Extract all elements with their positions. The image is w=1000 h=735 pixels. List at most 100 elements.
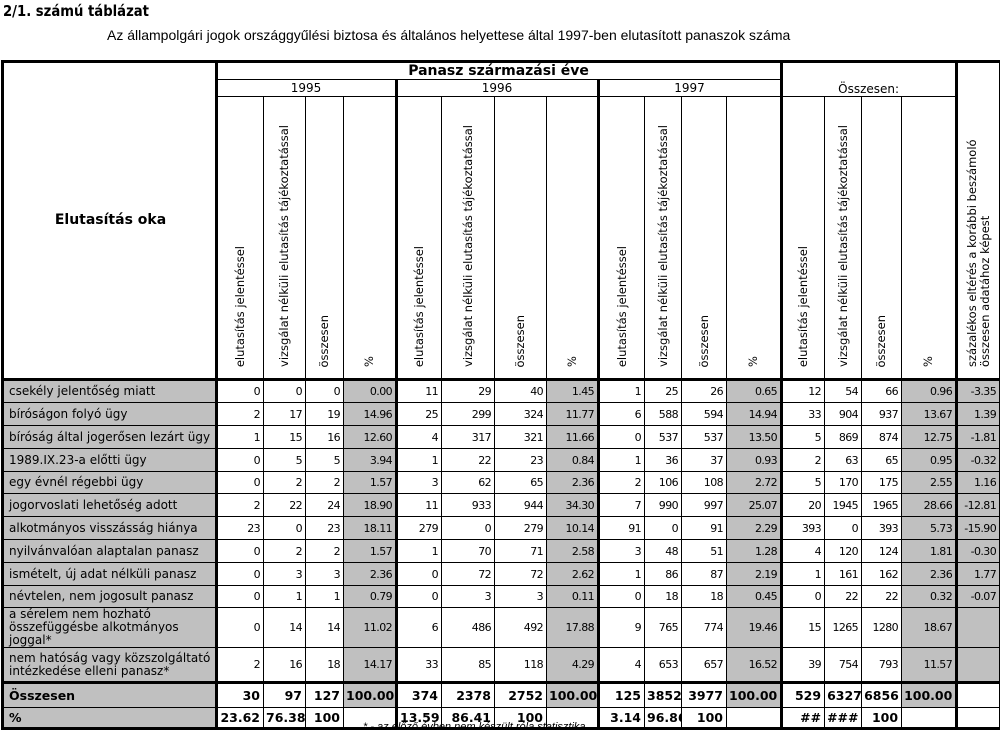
table-cell: 28.66 — [901, 493, 958, 517]
row-label: jogorvoslati lehetőség adott — [1, 493, 217, 517]
table-cell: 6327 — [824, 681, 863, 708]
table-cell: 11.02 — [343, 607, 397, 648]
table-cell: 0.84 — [546, 448, 599, 472]
table-cell: 7 — [597, 493, 645, 517]
row-label: Összesen — [1, 681, 217, 708]
table-cell: -1.81 — [955, 425, 1000, 449]
table-cell: 100 — [305, 707, 344, 730]
table-title: Az állampolgári jogok országgyűlési bizt… — [107, 27, 791, 43]
table-cell: 86.41 — [441, 707, 495, 730]
total-header: Összesen: — [780, 60, 958, 97]
table-cell: 72 — [494, 562, 547, 586]
table-cell: 529 — [780, 681, 826, 708]
table-cell: 15 — [263, 425, 306, 449]
table-cell: 0 — [263, 378, 306, 403]
table-cell — [955, 681, 1000, 708]
subcol-header: vizsgálat nélküli elutasítás tájékoztatá… — [441, 96, 495, 380]
deviation-header: százalékos eltérés a korábbi beszámoló ö… — [955, 60, 1000, 380]
table-cell: 0 — [215, 585, 264, 608]
table-cell: 2.58 — [546, 539, 599, 563]
table-cell: 34.30 — [546, 493, 599, 517]
table-cell: 754 — [824, 647, 863, 683]
totals-row: Összesen 30 97 127 100.00 374 2378 2752 100.00 12… — [1, 681, 1000, 708]
table-cell: 5 — [305, 448, 344, 472]
table-cell: 3 — [263, 562, 306, 586]
table-cell: 0 — [215, 607, 264, 648]
table-cell: 5 — [780, 425, 826, 449]
table-cell: 4 — [597, 647, 645, 683]
table-cell: 11 — [395, 493, 442, 517]
table-row: bíróságon folyó ügy 2 17 19 14.96 25 299 324 11.… — [1, 402, 1000, 426]
table-cell: 22 — [824, 585, 863, 608]
table-cell: 18.67 — [901, 607, 958, 648]
table-cell: 2 — [215, 647, 264, 683]
table-number: 2/1. számú táblázat — [3, 2, 149, 20]
table-row: csekély jelentőség miatt 0 0 0 0.00 11 29 40 1.4… — [1, 378, 1000, 403]
table-cell: 393 — [861, 516, 903, 540]
table-cell: 0.93 — [725, 448, 783, 472]
table-cell: 1.39 — [955, 402, 1000, 426]
table-cell: 1.57 — [343, 539, 397, 563]
table-cell — [955, 707, 1000, 730]
table-cell: 321 — [494, 425, 547, 449]
table-row: alkotmányos visszásság hiánya 23 0 23 18.11 2… — [1, 516, 1000, 540]
table-cell: 317 — [441, 425, 495, 449]
table-cell: 17 — [263, 402, 306, 426]
table-cell: 65 — [494, 471, 547, 494]
table-cell: 30 — [215, 681, 264, 708]
table-cell: 324 — [494, 402, 547, 426]
table-cell: 0 — [395, 562, 442, 586]
table-cell: 162 — [861, 562, 903, 586]
table-cell: 6 — [395, 607, 442, 648]
table-cell: 774 — [681, 607, 727, 648]
table-cell: 0 — [644, 516, 682, 540]
subcol-header: összesen — [681, 96, 727, 380]
table-cell: 33 — [780, 402, 826, 426]
table-cell: 100.00 — [725, 681, 783, 708]
table-cell: 2 — [263, 471, 306, 494]
subcol-header: elutasítás jelentéssel — [215, 96, 264, 380]
table-cell: -12.81 — [955, 493, 1000, 517]
table-cell: 18.90 — [343, 493, 397, 517]
table-cell: 9 — [597, 607, 645, 648]
table-cell: 5 — [780, 471, 826, 494]
table-row: nyilvánvalóan alaptalan panasz 0 2 2 1.57 1 70… — [1, 539, 1000, 563]
row-label: a sérelem nem hozható összefüggésbe alko… — [1, 607, 217, 648]
table-cell: 12.75 — [901, 425, 958, 449]
table-cell: 0.00 — [343, 378, 397, 403]
subcol-header: összesen — [861, 96, 903, 380]
table-cell: 0 — [441, 516, 495, 540]
table-cell: 3 — [441, 585, 495, 608]
table-cell: 22 — [263, 493, 306, 517]
table-cell: 33 — [395, 647, 442, 683]
table-row: bíróság által jogerősen lezárt ügy 1 15 16 1… — [1, 425, 1000, 449]
subcol-header-text: vizsgálat nélküli elutasítás tájékoztatá… — [460, 125, 475, 367]
table-cell: 874 — [861, 425, 903, 449]
row-label: bíróságon folyó ügy — [1, 402, 217, 426]
table-cell: 393 — [780, 516, 826, 540]
row-label-header: Elutasítás oka — [1, 60, 217, 380]
table-cell: 16.52 — [725, 647, 783, 683]
table-cell: 904 — [824, 402, 863, 426]
subcol-header: % — [343, 96, 397, 380]
table-cell: 66 — [861, 378, 903, 403]
table-cell: 4 — [780, 539, 826, 563]
table-cell: 125 — [597, 681, 645, 708]
table-cell: 2.72 — [725, 471, 783, 494]
table-cell: 1965 — [861, 493, 903, 517]
table-cell: 100 — [861, 707, 903, 730]
table-cell: 22 — [441, 448, 495, 472]
table-cell: 2.36 — [343, 562, 397, 586]
table-cell: 1 — [597, 448, 645, 472]
subcol-header-text: összesen — [874, 314, 889, 368]
table-cell: 100 — [681, 707, 727, 730]
table-cell: 3 — [305, 562, 344, 586]
complaints-table: Elutasítás oka Panasz származási éve Öss… — [1, 60, 1000, 730]
subcol-header-text: % — [564, 356, 579, 367]
table-cell: 175 — [861, 471, 903, 494]
table-cell — [955, 607, 1000, 648]
table-cell: 279 — [494, 516, 547, 540]
table-cell: 0 — [215, 378, 264, 403]
table-cell: 0 — [215, 539, 264, 563]
table-cell: 86 — [644, 562, 682, 586]
